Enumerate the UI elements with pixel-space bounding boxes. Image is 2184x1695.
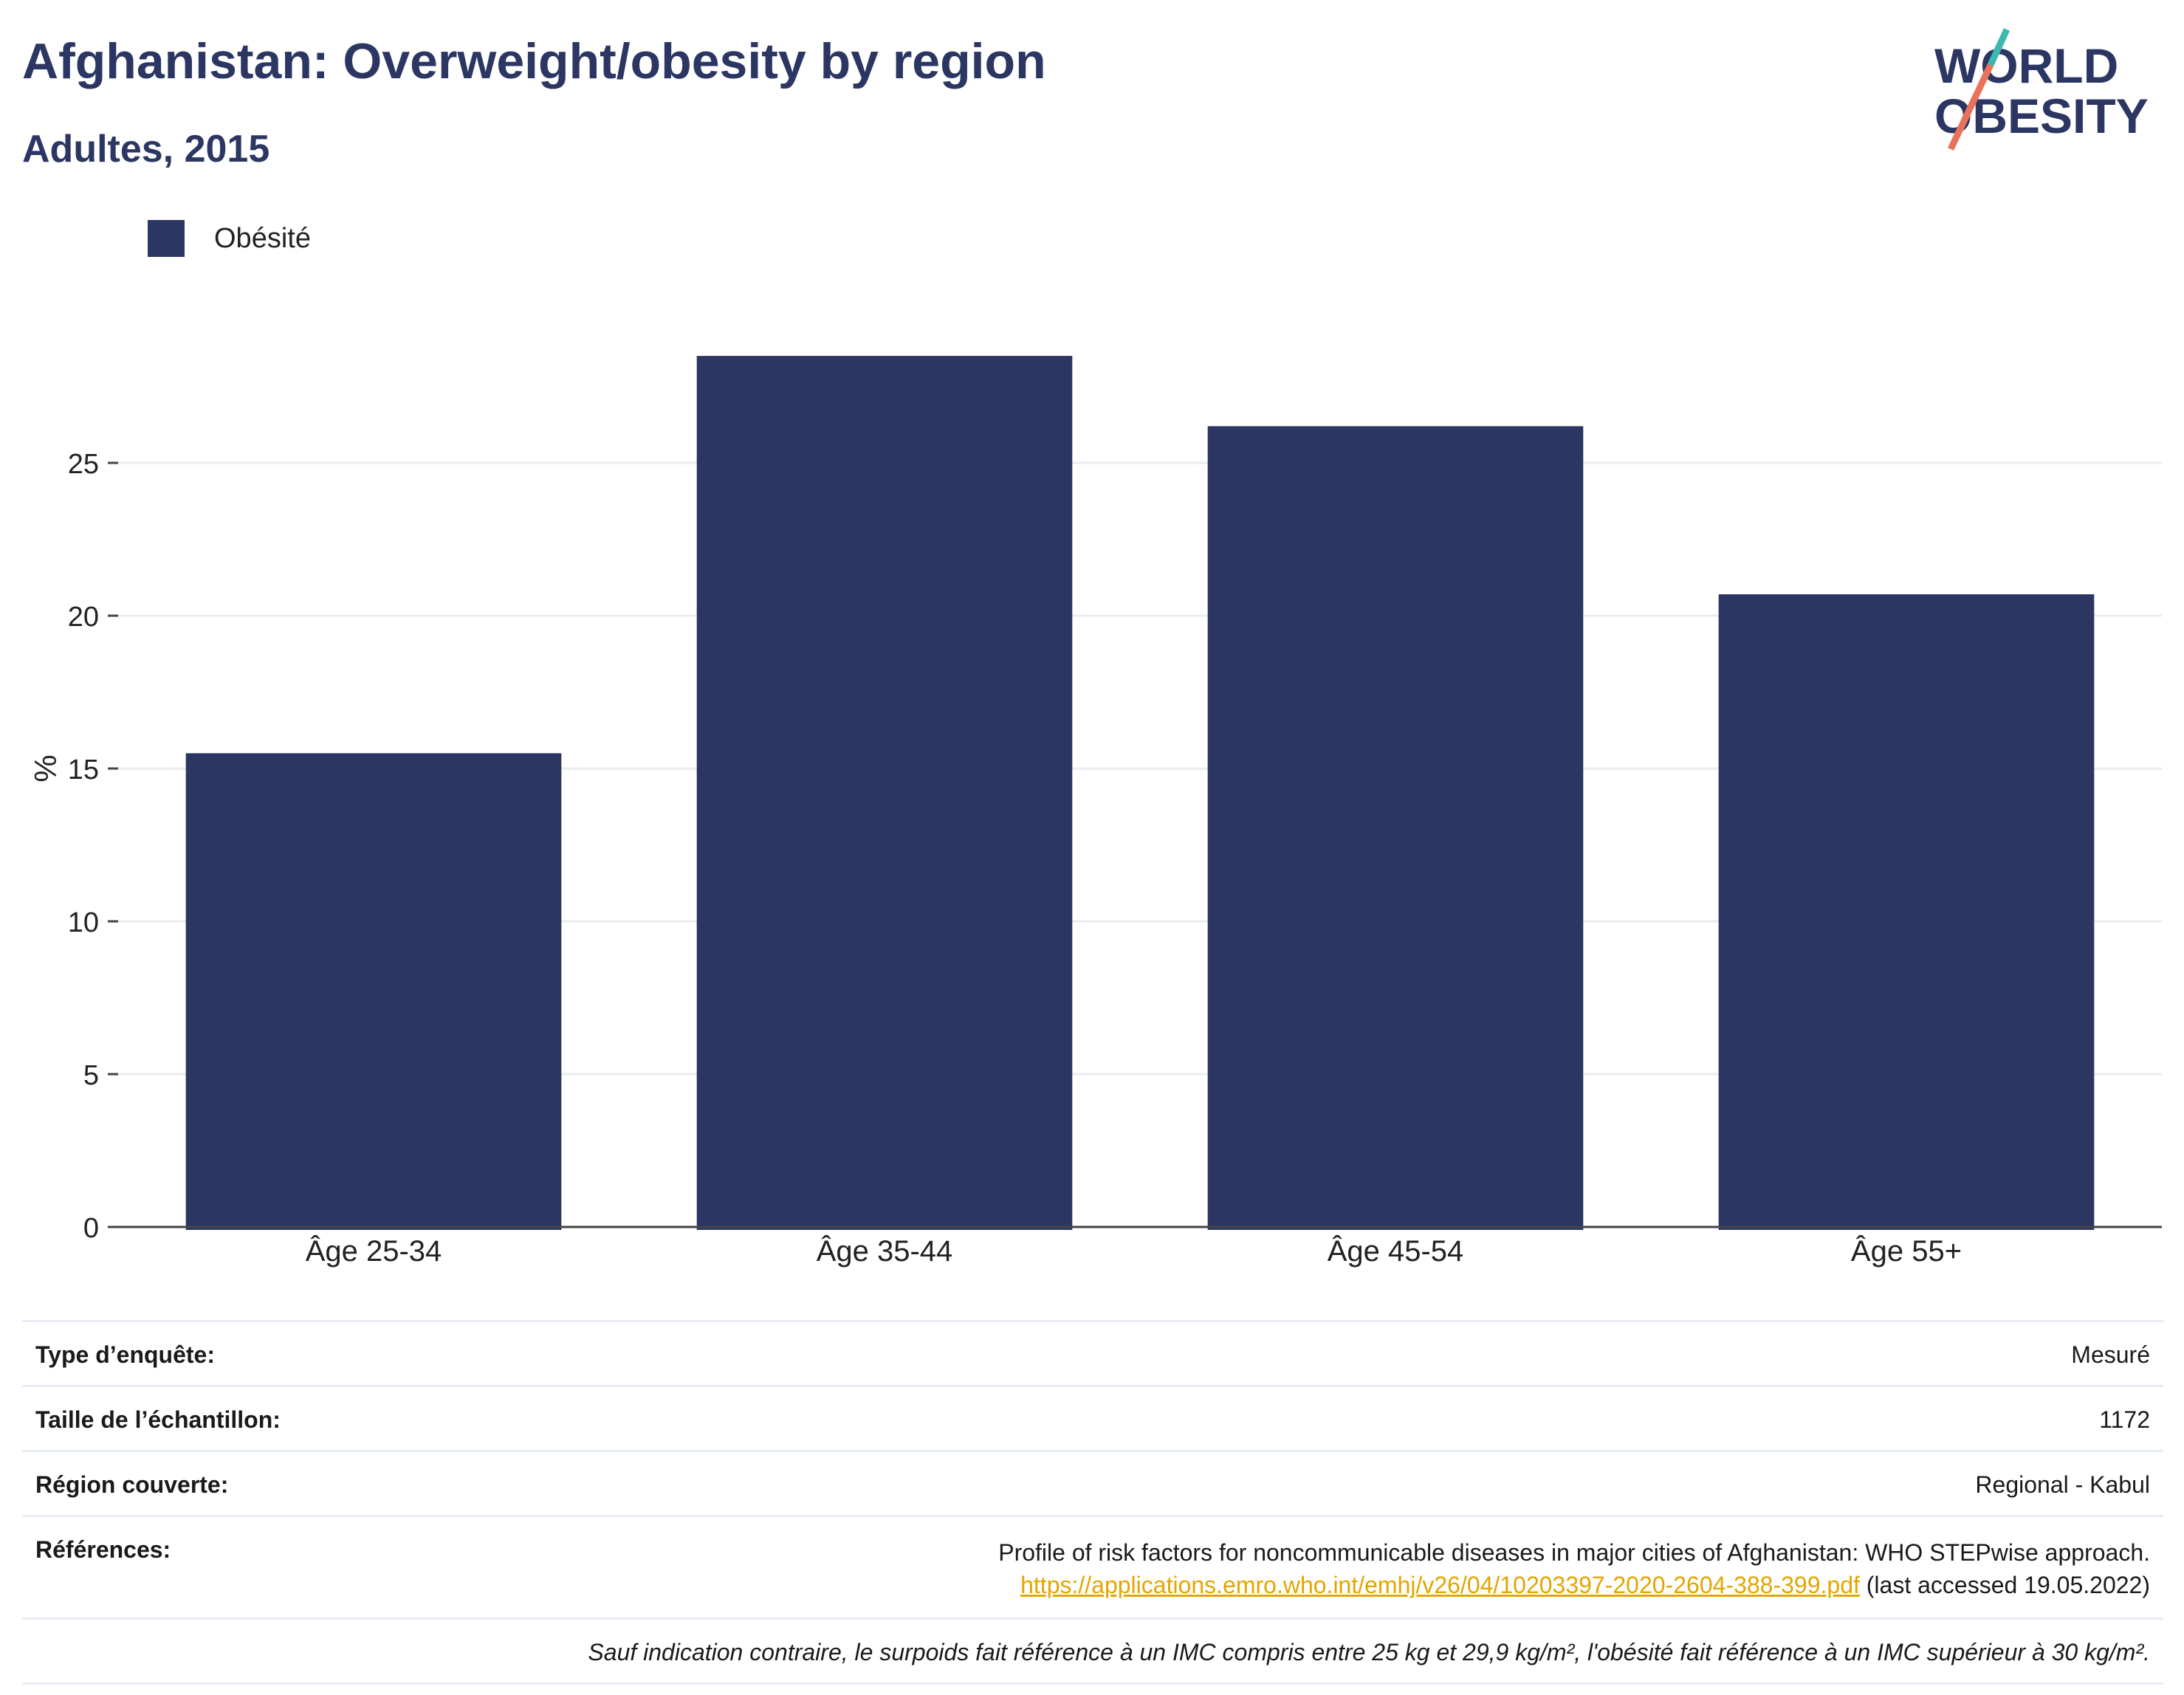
- bar-3: [1718, 594, 2095, 1230]
- xtick-label-2: Âge 45-54: [1328, 1234, 1464, 1268]
- info-row-note: Sauf indication contraire, le surpoids f…: [22, 1617, 2163, 1685]
- logo-line1: WORLD: [1934, 38, 2118, 93]
- bar-1: [696, 356, 1073, 1231]
- legend-swatch-obesity: [148, 220, 185, 257]
- info-row-references: Références: Profile of risk factors for …: [22, 1515, 2163, 1617]
- xtick-label-3: Âge 55+: [1851, 1234, 1962, 1268]
- references-link[interactable]: https://applications.emro.who.int/emhj/v…: [1020, 1572, 1860, 1598]
- xtick-label-0: Âge 25-34: [306, 1234, 442, 1268]
- bar-chart: 0 5 10 15 20 25% Âge 25-34 Âge 35-44 Âge 45-54 Âg…: [28, 356, 2162, 1268]
- references-value: Profile of risk factors for noncommunica…: [998, 1536, 2150, 1601]
- ytick-label-0: 0: [83, 1213, 99, 1244]
- bar-2: [1207, 426, 1584, 1230]
- bar-0: [185, 753, 562, 1230]
- sample-size-label: Taille de l’échantillon:: [35, 1406, 281, 1433]
- info-row-survey-type: Type d’enquête: Mesuré: [22, 1320, 2163, 1385]
- world-obesity-logo: WORLD OBESITY: [1934, 28, 2149, 151]
- references-label: Références:: [35, 1536, 171, 1563]
- region-label: Région couverte:: [35, 1471, 229, 1498]
- definition-note: Sauf indication contraire, le surpoids f…: [588, 1639, 2150, 1665]
- legend-label-obesity: Obésité: [214, 222, 311, 254]
- references-text: Profile of risk factors for noncommunica…: [998, 1539, 2150, 1566]
- logo-slash-coral: [1947, 63, 1994, 151]
- ytick-label-25: 25: [68, 449, 99, 480]
- info-row-sample-size: Taille de l’échantillon: 1172: [22, 1385, 2163, 1450]
- logo-slash-teal: [1987, 28, 2010, 66]
- y-axis-label: %: [28, 754, 63, 782]
- references-accessed: (last accessed 19.05.2022): [1859, 1572, 2150, 1598]
- region-value: Regional - Kabul: [1975, 1471, 2150, 1498]
- sample-size-value: 1172: [2099, 1406, 2150, 1433]
- info-row-region: Région couverte: Regional - Kabul: [22, 1450, 2163, 1515]
- ytick-label-10: 10: [68, 907, 99, 938]
- chart-legend[interactable]: Obésité: [148, 220, 311, 257]
- ytick-label-20: 20: [68, 602, 99, 633]
- survey-type-label: Type d’enquête:: [35, 1341, 215, 1368]
- info-table: Type d’enquête: Mesuré Taille de l’échan…: [22, 1320, 2163, 1685]
- chart-title: Afghanistan: Overweight/obesity by regio…: [22, 33, 1046, 89]
- xtick-label-1: Âge 35-44: [817, 1234, 953, 1268]
- ytick-label-15: 15: [68, 754, 99, 785]
- survey-type-value: Mesuré: [2071, 1341, 2150, 1368]
- chart-subtitle: Adultes, 2015: [22, 128, 270, 171]
- ytick-label-5: 5: [83, 1060, 99, 1091]
